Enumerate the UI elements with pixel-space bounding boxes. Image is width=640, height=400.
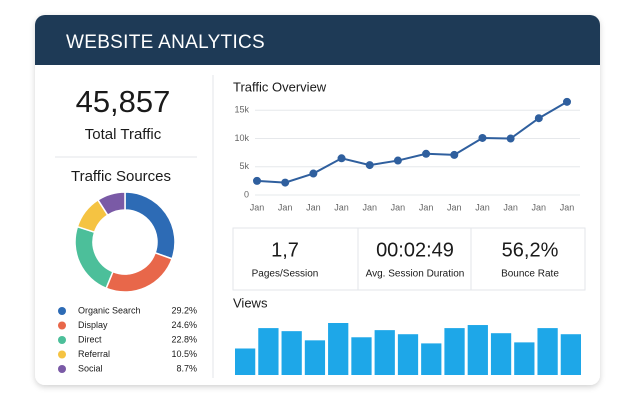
header-title: WEBSITE ANALYTICS bbox=[66, 32, 265, 53]
data-point bbox=[281, 178, 290, 187]
legend-dot bbox=[58, 350, 66, 359]
chart-title: Views bbox=[233, 295, 268, 310]
bar bbox=[444, 328, 465, 375]
legend-label: Display bbox=[78, 320, 108, 330]
x-tick-label: Jan bbox=[447, 202, 462, 212]
y-tick-label: 15k bbox=[234, 105, 249, 115]
bar bbox=[490, 333, 512, 375]
x-tick-label: Jan bbox=[306, 202, 321, 212]
traffic-line bbox=[256, 100, 568, 184]
x-tick-label: Jan bbox=[334, 202, 349, 212]
legend-dot bbox=[58, 307, 66, 315]
stat-label: Avg. Session Duration bbox=[366, 269, 465, 280]
bar bbox=[374, 330, 395, 375]
bar bbox=[235, 348, 256, 375]
data-point bbox=[393, 156, 402, 165]
chart-title: Traffic Sources bbox=[71, 168, 171, 185]
legend-label: Organic Search bbox=[78, 305, 141, 315]
bar bbox=[467, 325, 488, 375]
total-label: Total Traffic bbox=[85, 126, 162, 143]
data-point bbox=[478, 133, 487, 142]
x-tick-label: Jan bbox=[250, 202, 265, 212]
data-point bbox=[506, 134, 515, 143]
y-tick-label: 5k bbox=[239, 161, 249, 171]
bar bbox=[537, 328, 558, 375]
bar bbox=[514, 342, 535, 375]
bar bbox=[258, 328, 279, 375]
data-point bbox=[337, 154, 346, 163]
data-point bbox=[563, 97, 571, 106]
stat-label: Pages/Session bbox=[252, 269, 319, 280]
legend-value: 24.6% bbox=[171, 320, 197, 330]
legend-label: Social bbox=[78, 363, 103, 373]
stat-label: Bounce Rate bbox=[501, 269, 559, 280]
data-point bbox=[422, 149, 431, 158]
legend-value: 22.8% bbox=[171, 334, 197, 344]
bar bbox=[304, 340, 326, 375]
bar bbox=[328, 323, 349, 375]
x-tick-label: Jan bbox=[391, 202, 406, 212]
legend-dot bbox=[58, 321, 66, 330]
header-bar bbox=[35, 15, 600, 65]
bar bbox=[397, 334, 419, 375]
x-tick-label: Jan bbox=[278, 202, 293, 212]
stats-box bbox=[232, 227, 586, 291]
y-tick-label: 10k bbox=[234, 133, 249, 143]
x-tick-label: Jan bbox=[475, 202, 490, 212]
chart-title: Traffic Overview bbox=[233, 79, 327, 94]
legend-dot bbox=[58, 365, 66, 373]
bar bbox=[351, 337, 372, 375]
card bbox=[35, 15, 600, 385]
data-point bbox=[534, 114, 543, 123]
bar bbox=[281, 331, 302, 375]
data-point bbox=[365, 161, 374, 170]
legend-dot bbox=[58, 336, 66, 344]
legend-value: 10.5% bbox=[171, 349, 197, 359]
stat-value: 1,7 bbox=[271, 239, 299, 261]
legend-label: Referral bbox=[78, 349, 110, 359]
data-point bbox=[309, 169, 318, 178]
y-tick-label: 0 bbox=[244, 189, 249, 199]
x-tick-label: Jan bbox=[560, 202, 575, 212]
stat-value: 56,2% bbox=[502, 239, 559, 261]
legend-value: 29.2% bbox=[171, 305, 197, 315]
data-point bbox=[450, 150, 459, 159]
legend-value: 8.7% bbox=[176, 363, 197, 373]
legend-label: Direct bbox=[78, 334, 102, 344]
bar bbox=[560, 334, 581, 375]
x-tick-label: Jan bbox=[532, 202, 547, 212]
donut-slice bbox=[96, 191, 126, 217]
data-point bbox=[253, 176, 261, 185]
total-value: 45,857 bbox=[76, 84, 171, 119]
x-tick-label: Jan bbox=[419, 202, 434, 212]
stat-value: 00:02:49 bbox=[376, 239, 454, 261]
x-tick-label: Jan bbox=[503, 202, 518, 212]
x-tick-label: Jan bbox=[362, 202, 377, 212]
bar bbox=[421, 343, 442, 375]
